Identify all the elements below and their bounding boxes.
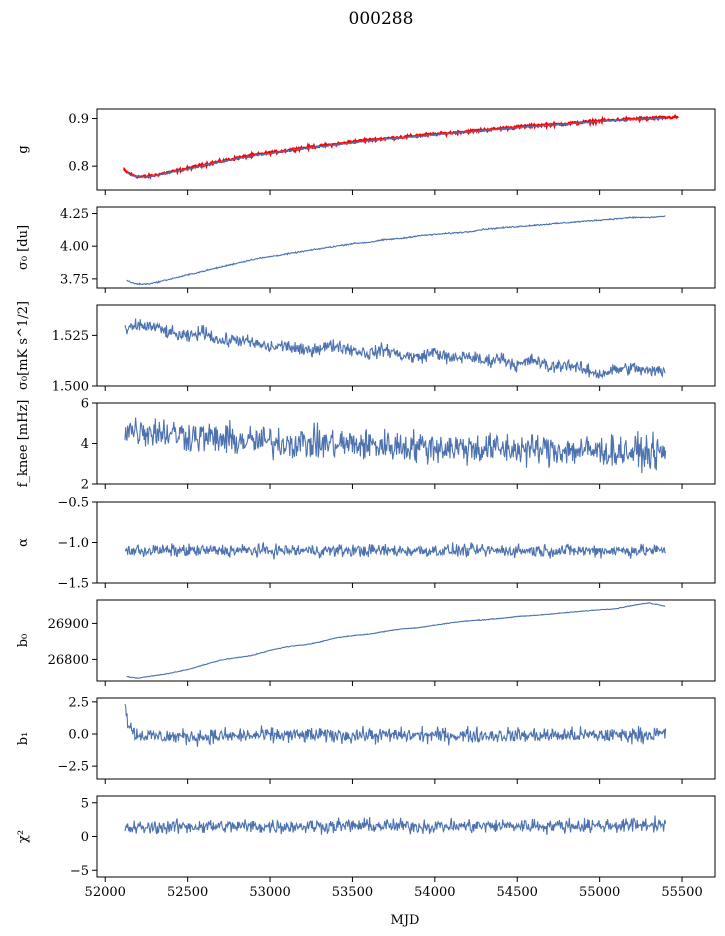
series-line-1-1 <box>122 113 679 180</box>
x-tick-label: 55000 <box>579 885 620 900</box>
x-axis-label: MJD <box>391 913 420 928</box>
panel-4: 2 4 6 f_knee [mHz] <box>16 397 716 493</box>
x-tick-label: 53000 <box>249 885 290 900</box>
panel-3: 1.500 1.525 σ₀[mK s^1/2] <box>16 301 716 395</box>
y-tick-label: 3.75 <box>60 272 89 287</box>
panel-2: 3.75 4.00 4.25 σ₀ [du] <box>16 206 716 293</box>
series-line-6-1 <box>126 602 666 679</box>
y-tick-label: 4 <box>81 437 89 452</box>
axes-frame <box>96 697 716 780</box>
x-tick-label: 52000 <box>85 885 126 900</box>
series-line-4-1 <box>124 417 667 474</box>
axes-frame <box>96 599 716 682</box>
series-line-2-1 <box>126 215 666 286</box>
y-tick-label: 6 <box>81 397 89 412</box>
y-tick-label: 4.25 <box>60 207 89 222</box>
y-axis-label-3: σ₀[mK s^1/2] <box>16 301 31 390</box>
axes-frame <box>96 304 716 387</box>
y-axis-label-6: b₀ <box>16 634 31 648</box>
y-tick-label: 0.8 <box>68 160 89 175</box>
panel-7: −2.5 0.0 2.5 b₁ <box>16 695 716 784</box>
y-tick-label: 4.00 <box>60 240 89 255</box>
x-tick-label: 54500 <box>497 885 538 900</box>
y-axis-label-4: f_knee [mHz] <box>16 400 31 488</box>
y-axis-label-2: σ₀ [du] <box>16 225 31 270</box>
y-axis-label-1: g <box>16 145 31 153</box>
axes-frame <box>96 795 716 878</box>
y-tick-label: 5 <box>81 796 89 811</box>
series-line-1-2 <box>126 117 666 179</box>
y-tick-label: 0.0 <box>68 728 89 743</box>
x-tick-label: 53500 <box>332 885 373 900</box>
series-line-7-1 <box>124 703 667 747</box>
axes-frame <box>96 108 716 191</box>
y-tick-label: 0.9 <box>68 112 89 127</box>
y-axis-label-7: b₁ <box>16 732 31 746</box>
y-tick-label: −1.5 <box>57 577 89 592</box>
y-axis-label-8: χ² <box>16 830 31 843</box>
y-tick-label: 26800 <box>48 653 89 668</box>
axes-frame <box>96 206 716 289</box>
y-axis-label-5: α <box>16 538 31 547</box>
x-tick-label: 54000 <box>414 885 455 900</box>
x-tick-label: 55500 <box>661 885 702 900</box>
y-tick-label: 1.525 <box>52 329 89 344</box>
series-line-5-1 <box>124 541 666 560</box>
panel-6: 26800 26900 b₀ <box>16 599 716 686</box>
y-tick-label: −5 <box>70 864 89 879</box>
panel-1: 0.8 0.9 g <box>16 108 716 195</box>
x-tick-label: 52500 <box>167 885 208 900</box>
panel-5: −1.5 −1.0 −0.5 α <box>16 496 716 592</box>
panel-8: −5 0 5 52000 52500 53000 53500 54000 54500 55000 5… <box>16 795 716 900</box>
y-tick-label: −0.5 <box>57 496 89 511</box>
y-tick-label: 1.500 <box>52 380 89 395</box>
series-line-3-1 <box>124 318 666 379</box>
y-tick-label: 26900 <box>48 617 89 632</box>
y-tick-label: −1.0 <box>57 536 89 551</box>
y-tick-label: 0 <box>81 830 89 845</box>
figure-title: 000288 <box>349 9 414 29</box>
axes-frame <box>96 501 716 584</box>
y-tick-label: 2 <box>81 478 89 493</box>
series-line-8-1 <box>124 815 667 835</box>
y-tick-label: −2.5 <box>57 760 89 775</box>
y-tick-label: 2.5 <box>68 695 89 710</box>
panels: 0.8 0.9 g 3.75 4.00 4.25 σ₀ [du] 1.500 1.525 σ₀[m… <box>16 108 716 900</box>
